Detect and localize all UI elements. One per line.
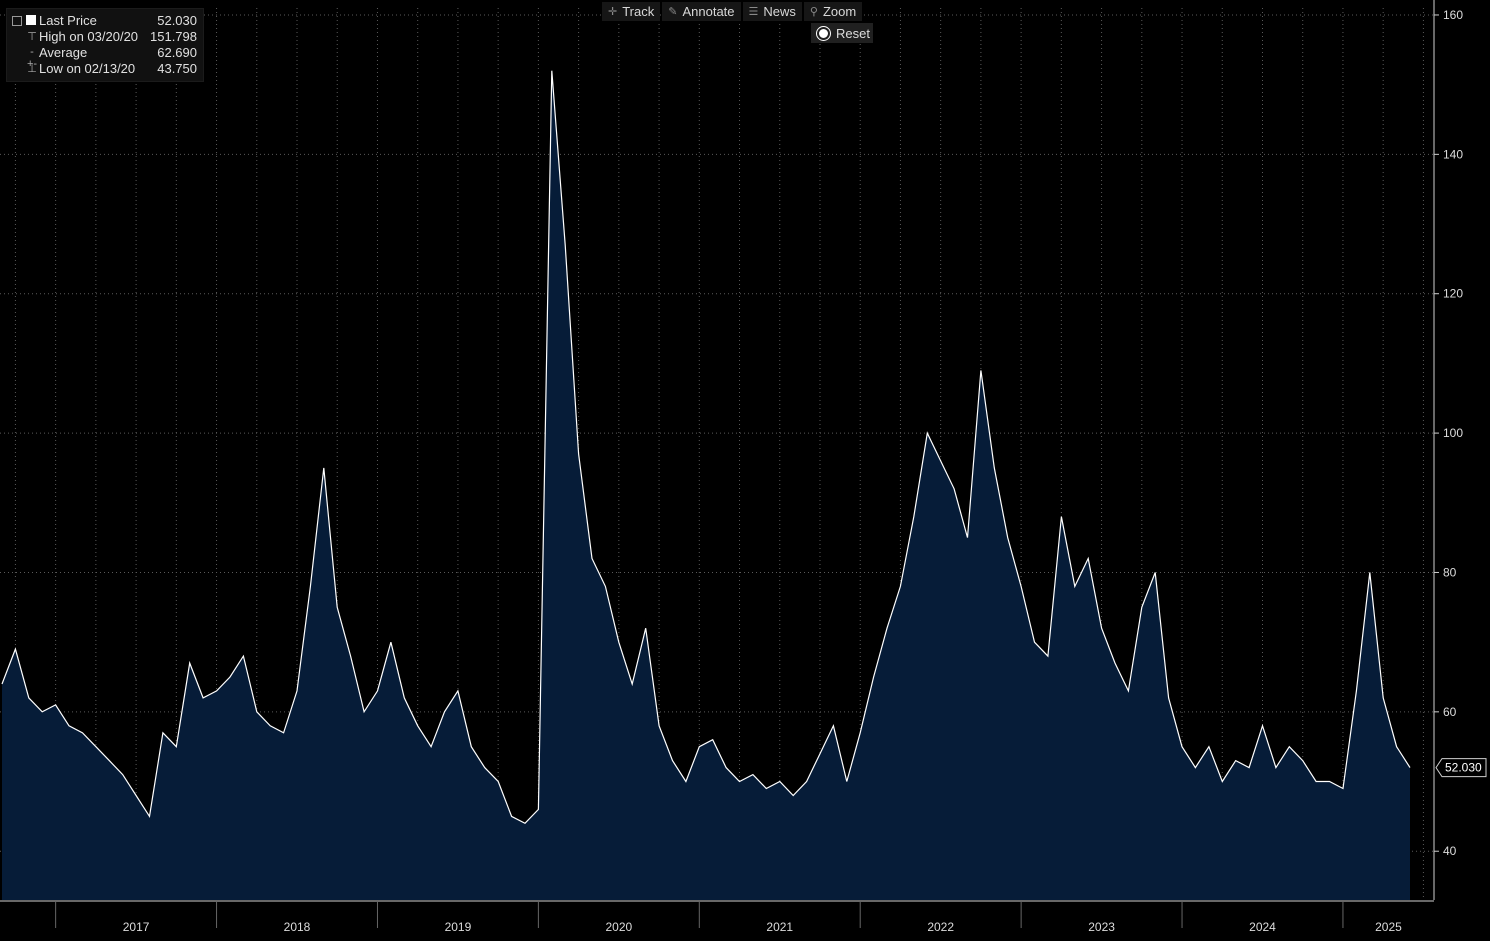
price-area-series: [2, 70, 1410, 900]
low-marker-icon: ⊥: [27, 63, 37, 75]
y-tick-label: 100: [1443, 426, 1463, 440]
collapse-icon[interactable]: [12, 16, 22, 26]
last-price-tag: 52.030: [1435, 758, 1487, 778]
last-price-tag-label: 52.030: [1445, 761, 1482, 775]
x-tick-label: 2019: [445, 920, 472, 934]
average-marker-icon: -+-: [26, 46, 38, 70]
y-tick-label: 140: [1443, 147, 1463, 161]
legend-average: -+- Average 62.690: [26, 45, 197, 70]
high-marker-icon: ⊤: [27, 31, 37, 43]
y-tick-label: 160: [1443, 8, 1463, 22]
legend-low: ⊥ Low on 02/13/20 43.750: [27, 61, 197, 76]
last-price-tag-box: [1435, 758, 1487, 778]
x-tick-label: 2018: [284, 920, 311, 934]
x-axis: 2017 2018 2019 2020 2021 2022 2023 2024 2025: [0, 900, 1434, 934]
reset-button[interactable]: Reset: [811, 23, 873, 43]
legend-last-price: Last Price 52.030: [7, 13, 203, 29]
x-tick-label: 2025: [1375, 920, 1402, 934]
y-tick-label: 80: [1443, 565, 1457, 579]
y-axis: 40 60 80 100 120 140 160: [1433, 0, 1463, 900]
x-tick-label: 2020: [605, 920, 632, 934]
y-tick-label: 120: [1443, 287, 1463, 301]
news-button[interactable]: ☰ News: [742, 2, 802, 21]
legend-high: ⊤ High on 03/20/20 151.798: [27, 29, 197, 44]
chart-grid: [0, 8, 1434, 900]
price-line-series: [1, 70, 1411, 825]
pencil-icon: ✎: [668, 6, 678, 18]
x-tick-label: 2023: [1088, 920, 1115, 934]
crosshair-icon: ✛: [608, 6, 618, 18]
x-tick-label: 2022: [927, 920, 954, 934]
x-tick-label: 2021: [766, 920, 793, 934]
reset-icon: [817, 26, 830, 40]
zoom-button[interactable]: ⚲ Zoom: [803, 2, 863, 21]
series-swatch: [26, 15, 36, 25]
x-tick-label: 2024: [1249, 920, 1276, 934]
annotate-button[interactable]: ✎ Annotate: [662, 2, 741, 21]
y-tick-label: 40: [1443, 844, 1457, 858]
track-button[interactable]: ✛ Track: [602, 2, 661, 21]
x-tick-label: 2017: [123, 920, 150, 934]
chart-toolbar: ✛ Track ✎ Annotate ☰ News ⚲ Zoom: [602, 2, 863, 21]
news-icon: ☰: [748, 6, 759, 18]
legend-panel: Last Price 52.030 ⊤ High on 03/20/20 151…: [6, 8, 204, 82]
y-tick-label: 60: [1443, 705, 1457, 719]
magnifier-icon: ⚲: [809, 6, 818, 18]
